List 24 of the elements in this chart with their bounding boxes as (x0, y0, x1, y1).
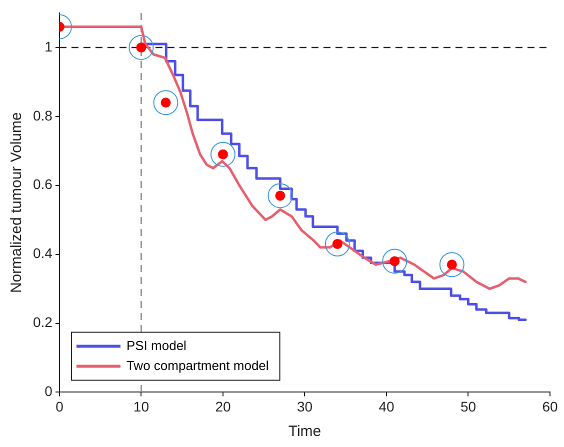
x-tick-label: 60 (542, 398, 558, 414)
y-axis-title: Normalized tumour Volume (8, 112, 26, 294)
point (324, 231, 350, 256)
y-tick-label: 0 (44, 383, 53, 400)
point (382, 248, 408, 274)
x-axis-title: Time (288, 423, 322, 440)
point (128, 34, 154, 60)
x-tick-label: 40 (378, 398, 394, 414)
y-tick-label: 1 (44, 38, 53, 54)
x-tick-label: 30 (296, 398, 313, 414)
legend-label: Two compartment model (126, 358, 269, 373)
point (153, 90, 178, 116)
y-tick-label: 0.2 (32, 314, 53, 330)
x-tick-label: 50 (460, 398, 476, 414)
y-tick-label: 0.6 (32, 176, 53, 192)
y-tick-label: 0.4 (32, 245, 53, 262)
point (439, 252, 464, 278)
legend-label: PSI model (126, 338, 187, 353)
x-tick-label: 10 (133, 398, 150, 414)
point (210, 142, 236, 167)
x-tick-label: 0 (56, 398, 64, 414)
point (268, 183, 293, 208)
x-tick-label: 20 (215, 398, 231, 414)
y-tick-label: 0.8 (32, 107, 53, 124)
